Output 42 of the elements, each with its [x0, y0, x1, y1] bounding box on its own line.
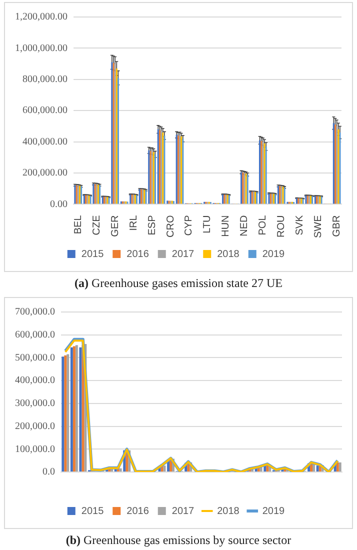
- x-tick-label: BEL: [72, 214, 84, 234]
- y-tick-label: 800,000.00: [22, 74, 68, 86]
- legend-label: 2015: [81, 506, 104, 517]
- y-tick-label: 400,000.00: [22, 136, 68, 148]
- x-tick-label: POL: [258, 214, 269, 236]
- y-tick-label: 0.0: [42, 466, 55, 478]
- x-tick-label: ROU: [276, 215, 288, 238]
- x-tick-label: CRO: [165, 215, 176, 238]
- x-tick-label: SWE: [313, 214, 324, 238]
- legend-label: 2016: [126, 506, 150, 517]
- x-tick-label: GER: [110, 215, 121, 237]
- x-tick-label: CYP: [184, 214, 195, 236]
- legend-label: 2015: [81, 248, 104, 260]
- x-tick-label: SVK: [294, 214, 306, 236]
- x-tick-label: IRL: [128, 214, 140, 231]
- y-tick-label: 200,000.0: [15, 420, 55, 432]
- x-tick-label: GBR: [332, 215, 343, 237]
- x-tick-label: NED: [239, 215, 250, 236]
- x-tick-label: CZE: [91, 214, 102, 236]
- y-tick-label: 600,000.00: [22, 105, 68, 116]
- y-tick-label: 300,000.0: [15, 398, 55, 410]
- legend-label: 2017: [172, 506, 195, 517]
- text: (a) Greenhouse gases emission state 27 UE: [74, 276, 284, 291]
- y-tick-label: 0.00: [50, 198, 68, 210]
- text: (b) Greenhouse gas emissions by source sector: [64, 533, 292, 548]
- y-tick-label: 200,000.00: [22, 168, 68, 179]
- y-tick-label: 600,000.0: [15, 329, 55, 340]
- legend-label: 2019: [262, 248, 286, 260]
- y-tick-label: 700,000.0: [15, 306, 55, 318]
- x-tick-label: HUN: [220, 215, 232, 237]
- legend-label: 2018: [217, 506, 240, 517]
- y-tick-label: 1,200,000.00: [15, 12, 68, 23]
- y-tick-label: 100,000.0: [15, 444, 55, 455]
- legend-label: 2016: [126, 248, 150, 260]
- legend-label: 2017: [172, 248, 195, 260]
- y-tick-label: 1,000,000.00: [15, 42, 68, 54]
- y-tick-label: 400,000.0: [15, 375, 55, 386]
- x-tick-label: ESP: [146, 214, 158, 236]
- x-tick-label: LTU: [202, 215, 214, 234]
- legend-label: 2019: [262, 506, 286, 517]
- legend-label: 2018: [217, 248, 240, 260]
- y-tick-label: 500,000.0: [15, 352, 55, 364]
